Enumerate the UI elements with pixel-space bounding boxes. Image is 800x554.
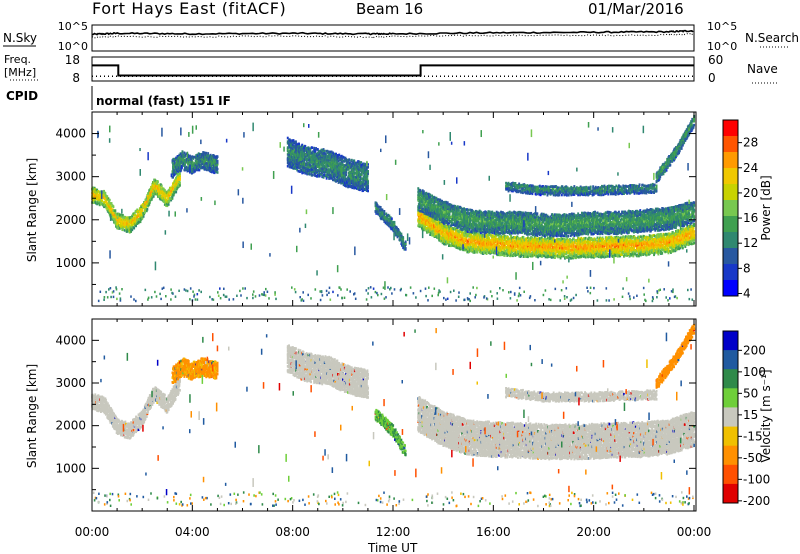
echo-cell: [383, 210, 385, 213]
echo-cell: [192, 161, 194, 164]
nsearch-right-label: N.Search: [745, 31, 799, 45]
echo-cell: [380, 206, 382, 209]
echo-cell: [109, 199, 111, 202]
freq-left-label-1: Freq.: [4, 53, 31, 66]
echo-cell: [367, 190, 369, 193]
radar-summary-plot: Fort Hays East (fitACF) Beam 16 01/Mar/2…: [0, 0, 800, 554]
echo-cell: [367, 166, 369, 169]
cpid-value: normal (fast) 151 IF: [96, 94, 231, 108]
station-title: Fort Hays East (fitACF): [92, 0, 286, 18]
echo-cell: [161, 185, 163, 188]
echo-cell: [101, 199, 103, 202]
cpid-label: CPID: [6, 89, 38, 103]
echo-cell: [405, 241, 407, 244]
nsky-right-tick-top: 10^5: [707, 20, 737, 33]
nave-right-tick-top: 60: [708, 53, 723, 67]
echo-cell: [382, 209, 384, 212]
cpid-panel: CPID normal (fast) 151 IF: [6, 86, 231, 110]
nave-right-tick-bottom: 0: [708, 71, 716, 85]
nsky-series: [92, 31, 693, 38]
echo-cell: [585, 237, 587, 240]
echo-cell: [153, 195, 155, 198]
echo-cell: [367, 180, 369, 183]
echo-cell: [183, 152, 185, 155]
power-scatter: [91, 115, 695, 302]
echo-band-0: [91, 169, 181, 233]
echo-cell: [394, 221, 396, 224]
echo-cell: [179, 184, 181, 187]
echo-cell: [383, 213, 385, 216]
echo-cell: [303, 161, 305, 164]
echo-cell: [367, 170, 369, 173]
echo-cell: [140, 221, 142, 224]
nsky-right-tick-bottom: 10^0: [707, 40, 737, 53]
echo-cell: [311, 174, 313, 177]
echo-cell: [400, 233, 402, 236]
echo-cell: [179, 172, 181, 175]
echo-cell: [114, 209, 116, 212]
echo-cell: [348, 158, 350, 161]
echo-cell: [143, 215, 145, 218]
nsky-left-tick-bottom: 10^0: [58, 40, 88, 53]
echo-cell: [367, 185, 369, 188]
echo-cell: [309, 173, 311, 176]
nave-right-label: Nave: [747, 62, 778, 76]
echo-cell: [179, 182, 181, 185]
echo-cell: [338, 154, 340, 157]
echo-cell: [385, 213, 387, 216]
echo-cell: [405, 247, 407, 250]
echo-cell: [554, 256, 556, 259]
date-label: 01/Mar/2016: [588, 0, 684, 18]
echo-cell: [146, 208, 148, 211]
nsky-left-tick-top: 10^5: [58, 20, 88, 33]
echo-cell: [113, 205, 115, 208]
echo-cell: [311, 147, 313, 150]
echo-cell: [324, 150, 326, 153]
freq-series-line: [92, 65, 694, 75]
echo-cell: [360, 161, 362, 164]
nsky-line: [92, 31, 693, 35]
echo-cell: [402, 236, 404, 239]
echo-cell: [207, 152, 209, 155]
echo-cell: [353, 159, 355, 162]
echo-cell: [345, 174, 347, 177]
echo-cell: [217, 171, 219, 174]
freq-left-tick-top: 18: [65, 53, 80, 67]
echo-cell: [504, 250, 506, 253]
echo-cell: [580, 246, 582, 249]
nsky-left-label: N.Sky: [3, 31, 37, 45]
freq-left-label-2: [MHz]: [4, 66, 36, 79]
echo-cell: [539, 237, 541, 240]
echo-cell: [217, 155, 219, 158]
echo-cell: [121, 218, 123, 221]
echo-cell: [298, 143, 300, 146]
echo-cell: [157, 181, 159, 184]
echo-cell: [217, 160, 219, 163]
echo-cell: [325, 174, 327, 177]
echo-cell: [168, 203, 170, 206]
echo-cell: [514, 239, 516, 242]
echo-band-3: [375, 201, 407, 250]
echo-cell: [295, 140, 297, 143]
freq-panel: Freq. [MHz] 18 8 60 0 Nave: [4, 53, 778, 85]
nsky-panel: N.Sky 10^5 10^0 10^5 10^0 N.Search: [3, 20, 799, 53]
echo-cell: [182, 150, 184, 153]
echo-cell: [217, 168, 219, 171]
echo-cell: [104, 192, 106, 195]
echo-cell: [133, 227, 135, 230]
freq-left-tick-bottom: 8: [72, 71, 80, 85]
echo-cell: [391, 217, 393, 220]
echo-cell: [486, 252, 488, 255]
echo-cell: [175, 191, 177, 194]
beam-label: Beam 16: [356, 0, 423, 18]
echo-cell: [476, 251, 478, 254]
